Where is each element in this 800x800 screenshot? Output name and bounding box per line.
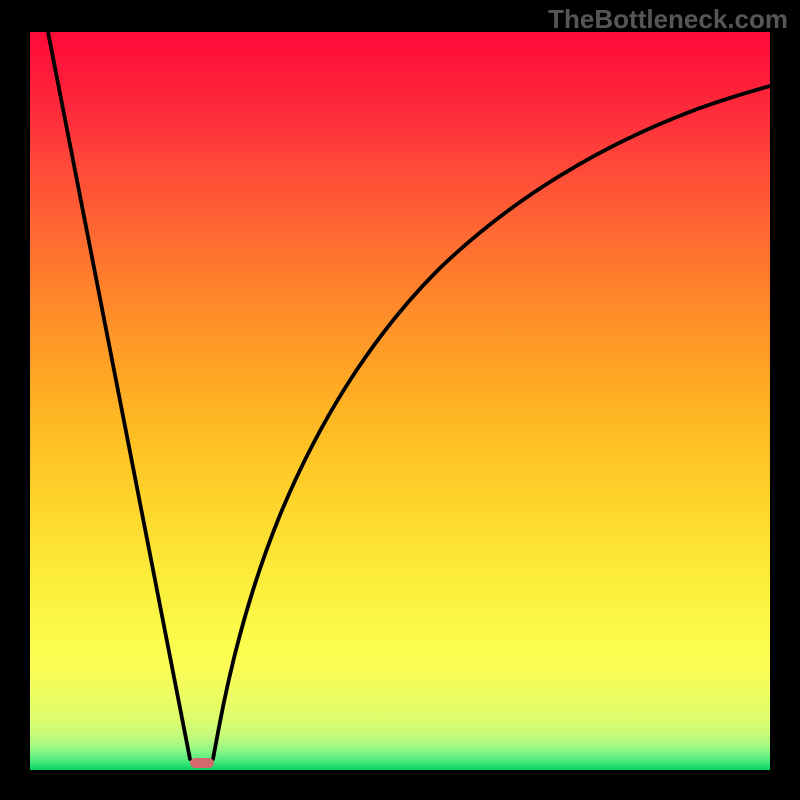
plot-background-gradient — [0, 0, 800, 800]
chart-container: TheBottleneck.com — [0, 0, 800, 800]
notch-marker — [190, 758, 214, 768]
watermark-text: TheBottleneck.com — [548, 4, 788, 35]
